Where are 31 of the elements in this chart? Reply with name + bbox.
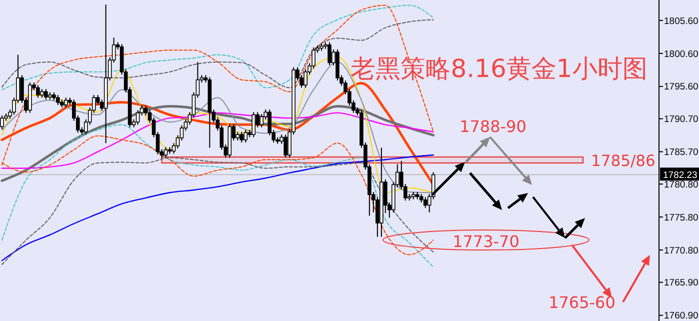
candlestick — [164, 146, 168, 158]
y-tick-label: 1770.80 — [664, 245, 698, 256]
candlestick — [284, 134, 288, 158]
line-series — [1, 112, 434, 169]
candlestick — [0, 114, 4, 130]
y-tick-label: 1760.90 — [664, 310, 698, 321]
candlestick — [240, 131, 244, 143]
y-tick-label: 1805.60 — [664, 16, 698, 27]
candlestick — [252, 112, 256, 138]
ref-line-label: 1782.23 — [663, 170, 698, 181]
y-tick-label: 1800.60 — [664, 48, 698, 60]
candlestick — [244, 129, 248, 143]
annotation: 1765-60 — [548, 293, 616, 312]
candlestick — [64, 97, 68, 108]
y-tick-label: 1795.60 — [664, 82, 698, 93]
y-tick-label: 1790.70 — [664, 114, 698, 126]
candlestick — [44, 88, 48, 100]
y-tick-label: 1785.70 — [664, 147, 698, 158]
annotation: 1788-90 — [460, 117, 526, 136]
annotation: 1773-70 — [452, 232, 520, 251]
text: 老黑策略8.16黄金1小时图 — [350, 54, 648, 83]
y-tick-label: 1765.90 — [664, 278, 698, 289]
candlestick — [36, 84, 40, 98]
y-tick-label: 1780.80 — [664, 179, 698, 190]
y-tick-label: 1775.80 — [664, 212, 698, 224]
candlestick — [328, 42, 332, 66]
candlestick — [423, 196, 428, 208]
candlestick — [136, 110, 140, 126]
band-label: 1785/86 — [591, 152, 656, 170]
candlestick — [260, 114, 264, 128]
candlestick — [56, 94, 60, 106]
